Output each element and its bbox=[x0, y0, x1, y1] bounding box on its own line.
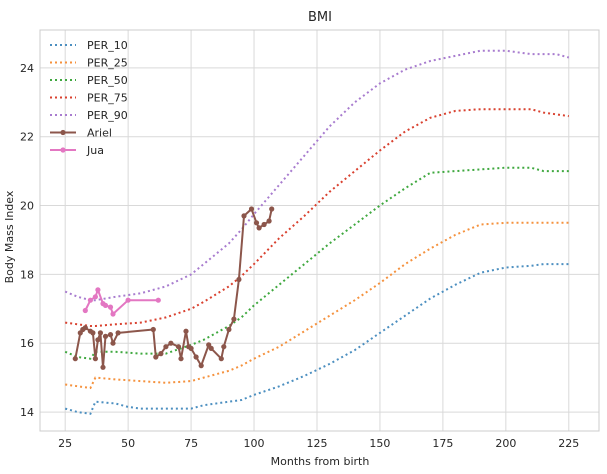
x-axis-label: Months from birth bbox=[271, 455, 370, 468]
data-point bbox=[82, 307, 88, 314]
data-point bbox=[100, 364, 106, 370]
series-line bbox=[65, 108, 569, 327]
data-point bbox=[188, 345, 194, 351]
y-tick-label: 14 bbox=[20, 406, 34, 419]
data-point bbox=[107, 332, 114, 338]
series-jua bbox=[82, 287, 161, 317]
series-line bbox=[84, 288, 159, 315]
data-point bbox=[266, 218, 272, 224]
series-per-75 bbox=[65, 108, 569, 327]
legend-marker bbox=[60, 129, 66, 136]
data-point bbox=[90, 330, 96, 336]
legend-label: PER_90 bbox=[87, 109, 128, 122]
data-point bbox=[226, 326, 232, 333]
data-point bbox=[261, 221, 267, 228]
data-point bbox=[183, 328, 189, 334]
x-tick-label: 100 bbox=[244, 437, 265, 450]
data-point bbox=[231, 316, 237, 322]
data-point bbox=[241, 213, 247, 219]
data-point bbox=[115, 330, 121, 336]
data-point bbox=[218, 356, 224, 362]
y-tick-label: 20 bbox=[20, 200, 34, 213]
data-point bbox=[102, 302, 109, 308]
data-point bbox=[92, 294, 98, 300]
data-point bbox=[92, 356, 98, 362]
data-point bbox=[125, 297, 131, 303]
legend-marker bbox=[60, 147, 66, 153]
legend-label: Ariel bbox=[87, 127, 112, 140]
legend: PER_10 PER_25 PER_50 PER_75 PER_90 Ariel Jua bbox=[50, 39, 128, 157]
y-tick-label: 22 bbox=[20, 131, 34, 144]
series-line bbox=[65, 221, 569, 390]
legend-label: PER_25 bbox=[87, 57, 128, 70]
legend-label: PER_75 bbox=[87, 92, 128, 105]
legend-item: PER_50 bbox=[50, 74, 128, 87]
y-tick-label: 16 bbox=[20, 337, 34, 350]
series-per-25 bbox=[65, 221, 569, 390]
data-point bbox=[72, 356, 78, 362]
data-point bbox=[110, 340, 116, 346]
data-point bbox=[175, 344, 182, 350]
data-point bbox=[193, 354, 199, 360]
data-point bbox=[256, 225, 262, 231]
data-point bbox=[168, 340, 174, 346]
data-point bbox=[153, 354, 159, 360]
y-axis-label: Body Mass Index bbox=[3, 190, 16, 283]
legend-item: PER_75 bbox=[50, 92, 128, 105]
legend-label: PER_50 bbox=[87, 74, 128, 87]
x-tick-label: 75 bbox=[184, 437, 198, 450]
data-point bbox=[198, 363, 204, 369]
chart-title: BMI bbox=[308, 10, 332, 25]
data-point bbox=[95, 287, 101, 293]
legend-item: PER_25 bbox=[50, 57, 128, 70]
data-point bbox=[248, 206, 255, 212]
data-point bbox=[87, 297, 93, 303]
legend-item: PER_90 bbox=[50, 109, 128, 122]
x-tick-label: 200 bbox=[495, 437, 516, 450]
x-tick-label: 25 bbox=[58, 437, 72, 450]
x-tick-label: 175 bbox=[432, 437, 453, 450]
plot-frame bbox=[39, 29, 600, 432]
legend-item: Jua bbox=[50, 144, 104, 157]
y-tick-label: 18 bbox=[20, 268, 34, 281]
data-point bbox=[82, 325, 88, 331]
data-point bbox=[150, 326, 156, 333]
data-point bbox=[208, 345, 214, 351]
x-tick-label: 125 bbox=[306, 437, 327, 450]
tick-labels: 25 50 75 100 125 150 175 200 225 14 16 18 20 22 24 bbox=[20, 62, 579, 450]
data-point bbox=[163, 344, 169, 350]
series-line bbox=[74, 208, 273, 369]
legend-item: PER_10 bbox=[50, 39, 128, 52]
data-point bbox=[102, 333, 109, 339]
data-point bbox=[269, 206, 275, 212]
data-point bbox=[158, 351, 164, 357]
series-ariel bbox=[72, 206, 275, 370]
data-point bbox=[178, 356, 184, 362]
data-point bbox=[97, 330, 103, 336]
x-tick-label: 225 bbox=[558, 437, 579, 450]
data-point bbox=[253, 220, 260, 226]
y-tick-label: 24 bbox=[20, 62, 34, 75]
series-per-10 bbox=[64, 263, 569, 415]
data-point bbox=[221, 344, 227, 350]
x-tick-label: 150 bbox=[369, 437, 390, 450]
data-point bbox=[110, 311, 116, 317]
legend-label: PER_10 bbox=[87, 39, 128, 52]
data-point bbox=[236, 276, 242, 283]
data-point bbox=[95, 337, 101, 343]
series-line bbox=[64, 263, 569, 415]
x-tick-label: 50 bbox=[121, 437, 135, 450]
data-point bbox=[155, 297, 161, 303]
series-layer bbox=[64, 49, 570, 415]
grid bbox=[40, 30, 599, 431]
data-point bbox=[107, 304, 114, 310]
legend-label: Jua bbox=[86, 144, 104, 157]
legend-item: Ariel bbox=[50, 127, 112, 140]
